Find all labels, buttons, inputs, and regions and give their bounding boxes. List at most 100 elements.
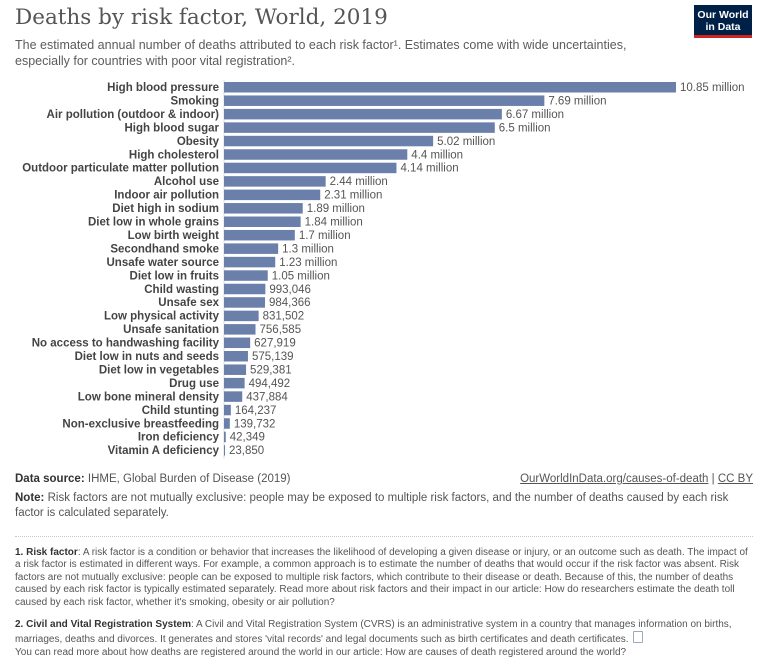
footnote-2-text-2: You can read more about how deaths are r… xyxy=(15,646,627,658)
bar[interactable] xyxy=(224,337,251,349)
bar[interactable] xyxy=(224,135,434,147)
value-label: 5.02 million xyxy=(437,136,495,148)
category-label: High blood pressure xyxy=(107,82,219,94)
value-label: 1.3 million xyxy=(282,243,334,255)
bar[interactable] xyxy=(224,377,245,389)
link-separator: | xyxy=(711,473,715,485)
category-label: Low bone mineral density xyxy=(78,391,220,403)
value-label: 1.84 million xyxy=(305,217,363,229)
value-label: 10.85 million xyxy=(680,82,745,94)
value-label: 1.23 million xyxy=(279,257,337,269)
bar[interactable] xyxy=(224,283,266,295)
category-label: Alcohol use xyxy=(154,176,219,188)
value-label: 993,046 xyxy=(269,284,311,296)
logo-line-1: Our World xyxy=(697,9,749,21)
category-label: Unsafe sex xyxy=(158,297,219,309)
bar[interactable] xyxy=(224,418,230,429)
value-label: 23,850 xyxy=(229,445,264,457)
value-label: 42,349 xyxy=(230,432,265,444)
category-label: Unsafe sanitation xyxy=(123,324,219,336)
bar[interactable] xyxy=(224,404,231,416)
footnote-1-label: 1. Risk factor xyxy=(15,547,78,558)
value-label: 2.31 million xyxy=(324,190,382,202)
value-label: 2.44 million xyxy=(330,176,388,188)
bar[interactable] xyxy=(224,122,495,133)
source-text: IHME, Global Burden of Disease (2019) xyxy=(87,473,291,485)
value-label: 1.05 million xyxy=(272,270,330,282)
bar[interactable] xyxy=(224,351,248,362)
source-row: Data source: IHME, Global Burden of Dise… xyxy=(15,473,753,485)
value-label: 831,502 xyxy=(263,311,305,323)
value-label: 627,919 xyxy=(254,338,296,350)
document-icon xyxy=(632,631,643,644)
source-label: Data source: xyxy=(15,473,85,485)
bar[interactable] xyxy=(224,310,259,322)
footnote-2-text: : A Civil and Vital Registration System … xyxy=(15,619,732,646)
bar[interactable] xyxy=(224,149,408,160)
value-label: 756,585 xyxy=(260,324,302,336)
footnote-2-label: 2. Civil and Vital Registration System xyxy=(15,619,191,630)
bar[interactable] xyxy=(224,95,545,106)
bar[interactable] xyxy=(224,82,676,93)
footnote-risk-factor: 1. Risk factor: A risk factor is a condi… xyxy=(15,547,753,609)
bar[interactable] xyxy=(224,445,225,456)
category-label: Child stunting xyxy=(142,405,219,417)
value-label: 1.7 million xyxy=(299,230,351,242)
divider xyxy=(15,536,753,537)
category-label: Air pollution (outdoor & indoor) xyxy=(47,109,220,121)
bar[interactable] xyxy=(224,256,276,268)
bar[interactable] xyxy=(224,162,397,174)
category-label: Diet low in fruits xyxy=(130,270,219,282)
bar[interactable] xyxy=(224,243,279,254)
category-label: High cholesterol xyxy=(129,149,219,161)
category-label: Diet high in sodium xyxy=(112,203,219,215)
value-label: 1.89 million xyxy=(307,203,365,215)
category-label: Unsafe water source xyxy=(107,257,220,269)
category-label: High blood sugar xyxy=(124,122,219,134)
category-label: Non-exclusive breastfeeding xyxy=(62,418,219,430)
bar[interactable] xyxy=(224,391,243,402)
bar[interactable] xyxy=(224,203,303,214)
bar-chart: High blood pressure 10.85 million Smoking 7… xyxy=(22,80,745,459)
bar[interactable] xyxy=(224,364,247,375)
owid-logo[interactable]: Our World in Data xyxy=(694,5,752,38)
footnote-1-text: : A risk factor is a condition or behavi… xyxy=(15,547,748,608)
value-label: 529,381 xyxy=(250,364,292,376)
note-text: Risk factors are not mutually exclusive:… xyxy=(15,492,729,519)
value-label: 4.14 million xyxy=(400,163,458,175)
value-label: 139,732 xyxy=(234,418,276,430)
category-label: Drug use xyxy=(169,378,219,390)
value-label: 6.5 million xyxy=(499,122,551,134)
bar[interactable] xyxy=(224,229,295,241)
category-label: Indoor air pollution xyxy=(114,190,219,202)
bar[interactable] xyxy=(224,189,321,201)
causes-of-death-link[interactable]: OurWorldInData.org/causes-of-death xyxy=(520,473,709,485)
category-label: Diet low in whole grains xyxy=(88,217,219,229)
value-label: 575,139 xyxy=(252,351,294,363)
value-label: 437,884 xyxy=(246,391,288,403)
bar[interactable] xyxy=(224,176,326,187)
category-label: Child wasting xyxy=(144,284,219,296)
footnote-cvrs: 2. Civil and Vital Registration System: … xyxy=(15,619,753,659)
category-label: Outdoor particulate matter pollution xyxy=(22,163,219,175)
note: Note: Risk factors are not mutually excl… xyxy=(15,491,750,521)
category-label: Secondhand smoke xyxy=(110,243,219,255)
value-label: 7.69 million xyxy=(548,95,606,107)
bar[interactable] xyxy=(224,324,256,335)
bar[interactable] xyxy=(224,431,226,443)
category-label: Diet low in vegetables xyxy=(99,364,219,376)
category-label: Diet low in nuts and seeds xyxy=(75,351,219,363)
cc-by-link[interactable]: CC BY xyxy=(717,473,753,485)
category-label: Smoking xyxy=(170,95,219,107)
value-label: 164,237 xyxy=(235,405,277,417)
bar[interactable] xyxy=(224,297,266,308)
value-label: 4.4 million xyxy=(411,149,463,161)
value-label: 984,366 xyxy=(269,297,311,309)
bar[interactable] xyxy=(224,108,502,120)
bar[interactable] xyxy=(224,270,268,281)
bar[interactable] xyxy=(224,216,301,228)
value-label: 494,492 xyxy=(249,378,291,390)
category-label: Vitamin A deficiency xyxy=(108,445,220,457)
category-label: Low physical activity xyxy=(104,311,220,323)
value-label: 6.67 million xyxy=(506,109,564,121)
